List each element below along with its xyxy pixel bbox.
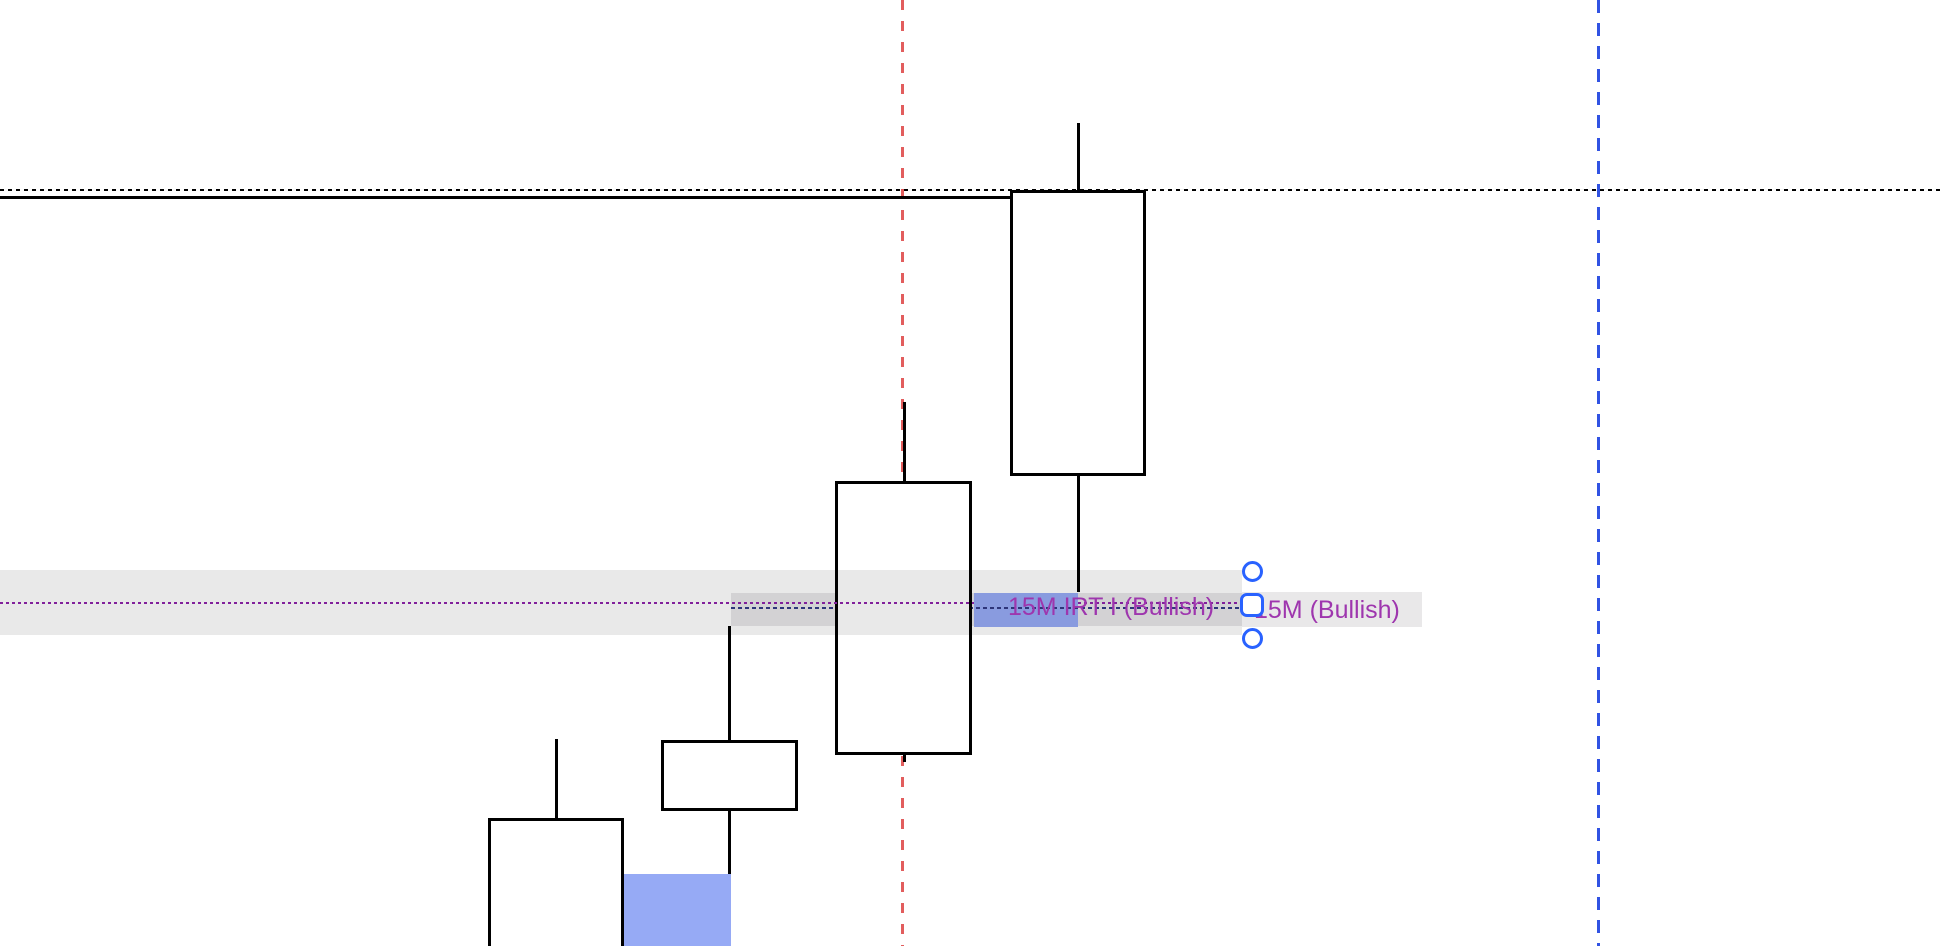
red-dashed-vertical-line[interactable]	[901, 0, 904, 946]
dotted-high-level-line[interactable]	[0, 189, 1944, 191]
drawing-label-15m-irt-bullish[interactable]: 15M IRT I (Bullish)	[1008, 593, 1215, 621]
blue-dashed-vertical-line[interactable]	[1597, 0, 1600, 946]
selection-highlight-band	[0, 570, 1242, 635]
label-band-right	[1242, 592, 1422, 627]
candle-lower-wick-2	[728, 809, 731, 874]
candle-upper-wick-3	[903, 402, 906, 483]
drawing-label-15m-bullish[interactable]: 15M (Bullish)	[1254, 596, 1400, 624]
selected-dotted-level-line-seg1[interactable]	[0, 602, 974, 604]
secondary-dotted-level-line[interactable]	[731, 607, 1242, 609]
candle-lower-wick-4	[1077, 474, 1080, 592]
candle-body-4	[1010, 190, 1146, 476]
candle-body-1	[488, 818, 624, 946]
solid-high-level-line[interactable]	[0, 196, 1010, 199]
candle-lower-wick-3	[903, 753, 906, 762]
candle-upper-wick-2	[728, 626, 731, 742]
candle-body-3	[835, 481, 972, 755]
selected-dotted-level-line-seg2[interactable]	[1078, 602, 1251, 604]
selection-handle-middle[interactable]	[1240, 593, 1264, 617]
candle-upper-wick-1	[555, 739, 558, 820]
candle-body-2	[661, 740, 798, 811]
selection-handle-top[interactable]	[1241, 560, 1263, 582]
candle-upper-wick-4	[1077, 123, 1080, 192]
blue-zone-rect-1[interactable]	[974, 593, 1078, 627]
blue-zone-rect-2[interactable]	[624, 874, 731, 946]
selection-handle-bottom[interactable]	[1241, 627, 1263, 649]
